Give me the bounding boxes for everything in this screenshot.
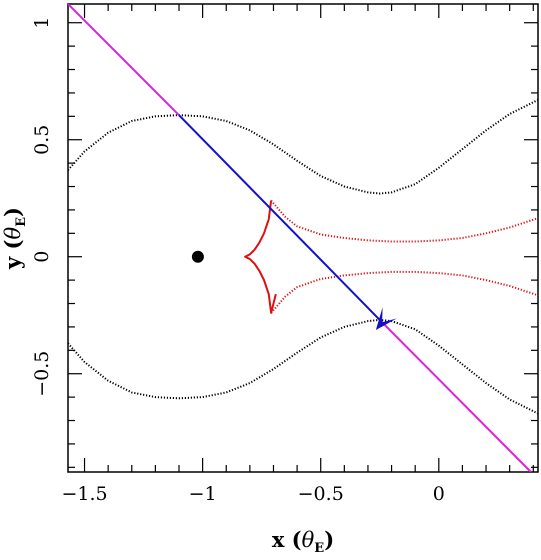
series-source-trajectory-magenta — [68, 4, 180, 116]
x-tick-label: −0.5 — [298, 483, 344, 505]
y-tick-label: 1 — [31, 17, 53, 29]
x-tick-label: −1 — [189, 483, 217, 505]
series-layer — [68, 4, 538, 472]
tick-labels: −1.5 −1 −0.5 0 −0.5 0 0.5 1 — [31, 17, 445, 505]
x-axis-label-greek: θ — [302, 528, 315, 552]
trajectory-arrowhead — [375, 307, 397, 331]
x-axis-label-var: x — [272, 527, 285, 552]
y-axis-label-sub: E — [14, 217, 29, 227]
y-axis-label-var: y — [0, 256, 25, 270]
y-tick-label: −0.5 — [31, 351, 53, 397]
x-tick-label: −1.5 — [61, 483, 107, 505]
x-axis-label-open: ( — [284, 527, 301, 552]
series-source-trajectory-magenta-end — [379, 319, 532, 472]
series-caustic-lower-branch — [270, 270, 538, 314]
y-axis-label: y (θE) — [0, 207, 29, 270]
y-axis-label-close: ) — [0, 207, 25, 217]
y-axis-label-greek: θ — [1, 227, 25, 240]
y-axis-label-open: ( — [0, 240, 25, 257]
x-tick-label: 0 — [433, 483, 445, 505]
series-source-trajectory-blue — [178, 114, 381, 321]
y-tick-label: 0 — [31, 251, 53, 263]
point-lens-mass — [191, 250, 204, 263]
series-critical-curve-upper — [68, 99, 538, 195]
x-axis-label-sub: E — [314, 541, 324, 555]
axis-labels: x (θE) y (θE) — [0, 207, 334, 556]
y-tick-label: 0.5 — [31, 125, 53, 155]
x-axis-label-close: ) — [324, 527, 334, 552]
series-caustic-cusps — [244, 200, 277, 314]
series-critical-curve-lower — [68, 318, 538, 415]
axis-ticks — [68, 4, 538, 472]
x-axis-label: x (θE) — [272, 527, 334, 555]
series-caustic-upper-branch — [270, 199, 538, 243]
plot-frame — [67, 3, 539, 473]
